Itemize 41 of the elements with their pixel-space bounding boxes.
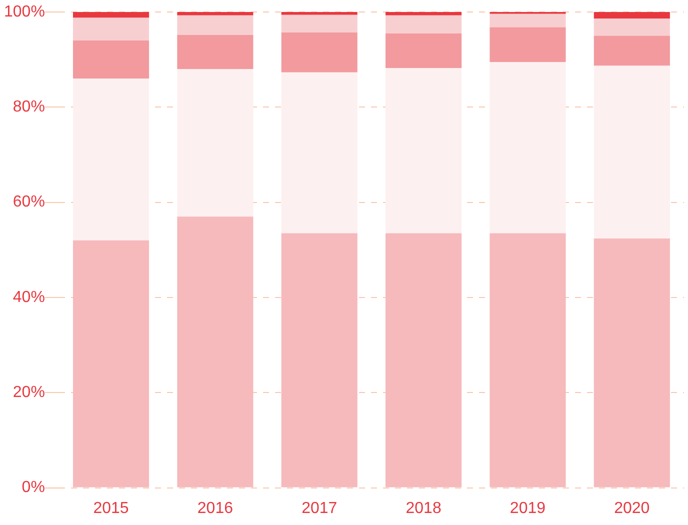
bar	[72, 18, 150, 41]
bar	[177, 34, 254, 70]
bar	[72, 12, 150, 18]
bar	[72, 240, 150, 488]
x-tick-label: 2015	[93, 500, 129, 517]
y-tick-label: 40%	[12, 288, 45, 306]
x-tick-label: 2019	[510, 500, 546, 517]
bar	[386, 12, 462, 16]
bar	[594, 18, 670, 36]
bar	[490, 62, 566, 234]
x-tick-label: 2018	[406, 500, 442, 517]
bar	[177, 12, 254, 16]
bar	[386, 68, 462, 234]
bar	[281, 233, 358, 488]
bar	[177, 216, 254, 488]
bar	[594, 238, 670, 488]
bar	[594, 36, 670, 66]
bar	[594, 66, 670, 238]
bar	[72, 78, 150, 240]
y-tick-label: 60%	[12, 194, 45, 211]
bar	[386, 233, 462, 488]
y-tick-label: 100%	[4, 3, 45, 20]
x-tick-label: 2017	[302, 500, 338, 517]
y-tick-label: 20%	[12, 384, 45, 402]
bar	[490, 27, 566, 62]
bar	[177, 69, 254, 217]
y-tick-label: 0%	[22, 479, 45, 496]
bar	[281, 14, 358, 32]
bar	[594, 12, 670, 19]
bar	[281, 32, 358, 72]
bar	[72, 40, 150, 79]
x-tick-label: 2020	[614, 500, 650, 517]
bar	[490, 233, 566, 488]
bar	[177, 15, 254, 35]
bar	[490, 14, 566, 28]
x-tick-label: 2016	[197, 500, 234, 517]
y-tick-label: 80%	[12, 98, 45, 116]
bar	[281, 72, 358, 234]
bar	[386, 33, 462, 68]
bar	[281, 12, 358, 15]
bar	[386, 15, 462, 34]
